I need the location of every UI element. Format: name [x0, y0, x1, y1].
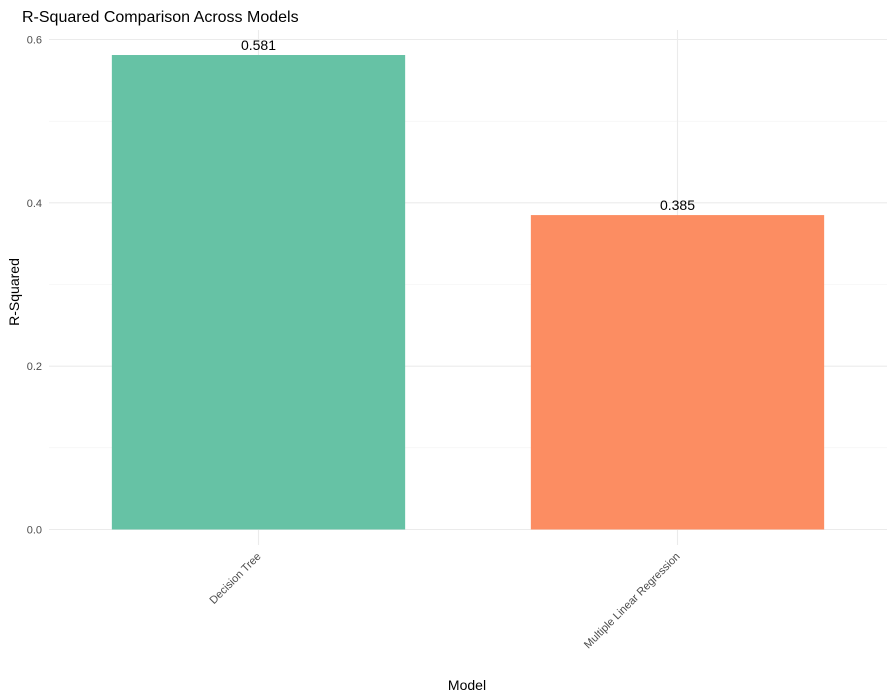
- bar-multiple-linear-regression: [531, 215, 824, 529]
- x-tick-label: Decision Tree: [208, 551, 264, 607]
- x-tick-label: Multiple Linear Regression: [582, 551, 683, 652]
- x-axis-label: Model: [448, 677, 486, 693]
- y-tick-label: 0.0: [27, 525, 42, 537]
- chart-title: R-Squared Comparison Across Models: [22, 9, 299, 26]
- bar-value-label: 0.581: [241, 37, 276, 53]
- y-tick-label: 0.6: [27, 35, 42, 47]
- bars: [112, 55, 824, 529]
- y-tick-label: 0.2: [27, 361, 42, 373]
- y-axis-label: R-Squared: [6, 258, 22, 326]
- bar-decision-tree: [112, 55, 405, 529]
- y-tick-labels: 0.0 0.2 0.4 0.6: [27, 35, 42, 537]
- bar-value-label: 0.385: [660, 197, 695, 213]
- y-tick-label: 0.4: [27, 198, 42, 210]
- x-tick-labels: Decision Tree Multiple Linear Regression: [208, 551, 683, 652]
